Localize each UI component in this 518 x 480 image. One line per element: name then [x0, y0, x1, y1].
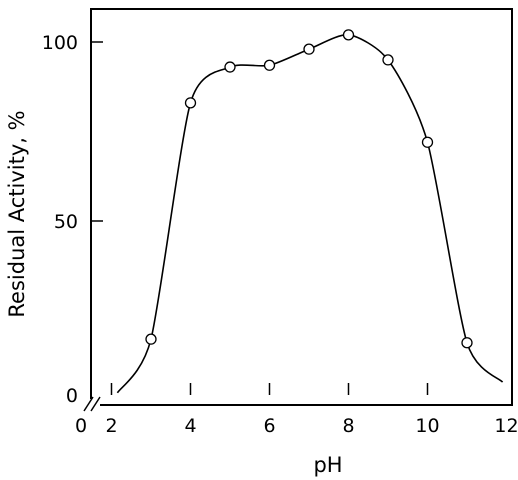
x-axis-ticks: 2 4 6 8 10 12: [105, 383, 518, 437]
x-origin-label: 0: [75, 415, 87, 437]
data-point: [263, 59, 276, 71]
y-axis-title: Residual Activity, %: [5, 110, 29, 317]
x-tick-label: 2: [105, 415, 117, 437]
x-tick-label: 12: [494, 415, 518, 437]
data-point: [184, 97, 197, 109]
data-point: [145, 333, 157, 345]
y-origin-label: 0: [66, 385, 78, 407]
data-point: [461, 337, 473, 349]
data-point: [382, 54, 394, 66]
x-tick-label: 4: [184, 415, 196, 437]
x-tick-label: 8: [342, 415, 354, 437]
data-point: [224, 61, 236, 73]
y-tick-label: 100: [42, 32, 78, 54]
y-tick-label: 50: [54, 211, 78, 233]
data-point: [421, 136, 434, 148]
data-points: [145, 29, 473, 349]
series-line: [116, 33, 504, 394]
plot-frame: [90, 8, 513, 406]
x-tick-label: 6: [263, 415, 275, 437]
y-axis-ticks: 50 100: [42, 32, 103, 233]
axis-break-mark: [90, 396, 101, 412]
data-point: [303, 43, 315, 55]
x-tick-label: 10: [415, 415, 439, 437]
x-axis-title: pH: [313, 453, 342, 477]
data-point: [342, 29, 355, 41]
axis-break-mark: [83, 396, 94, 412]
